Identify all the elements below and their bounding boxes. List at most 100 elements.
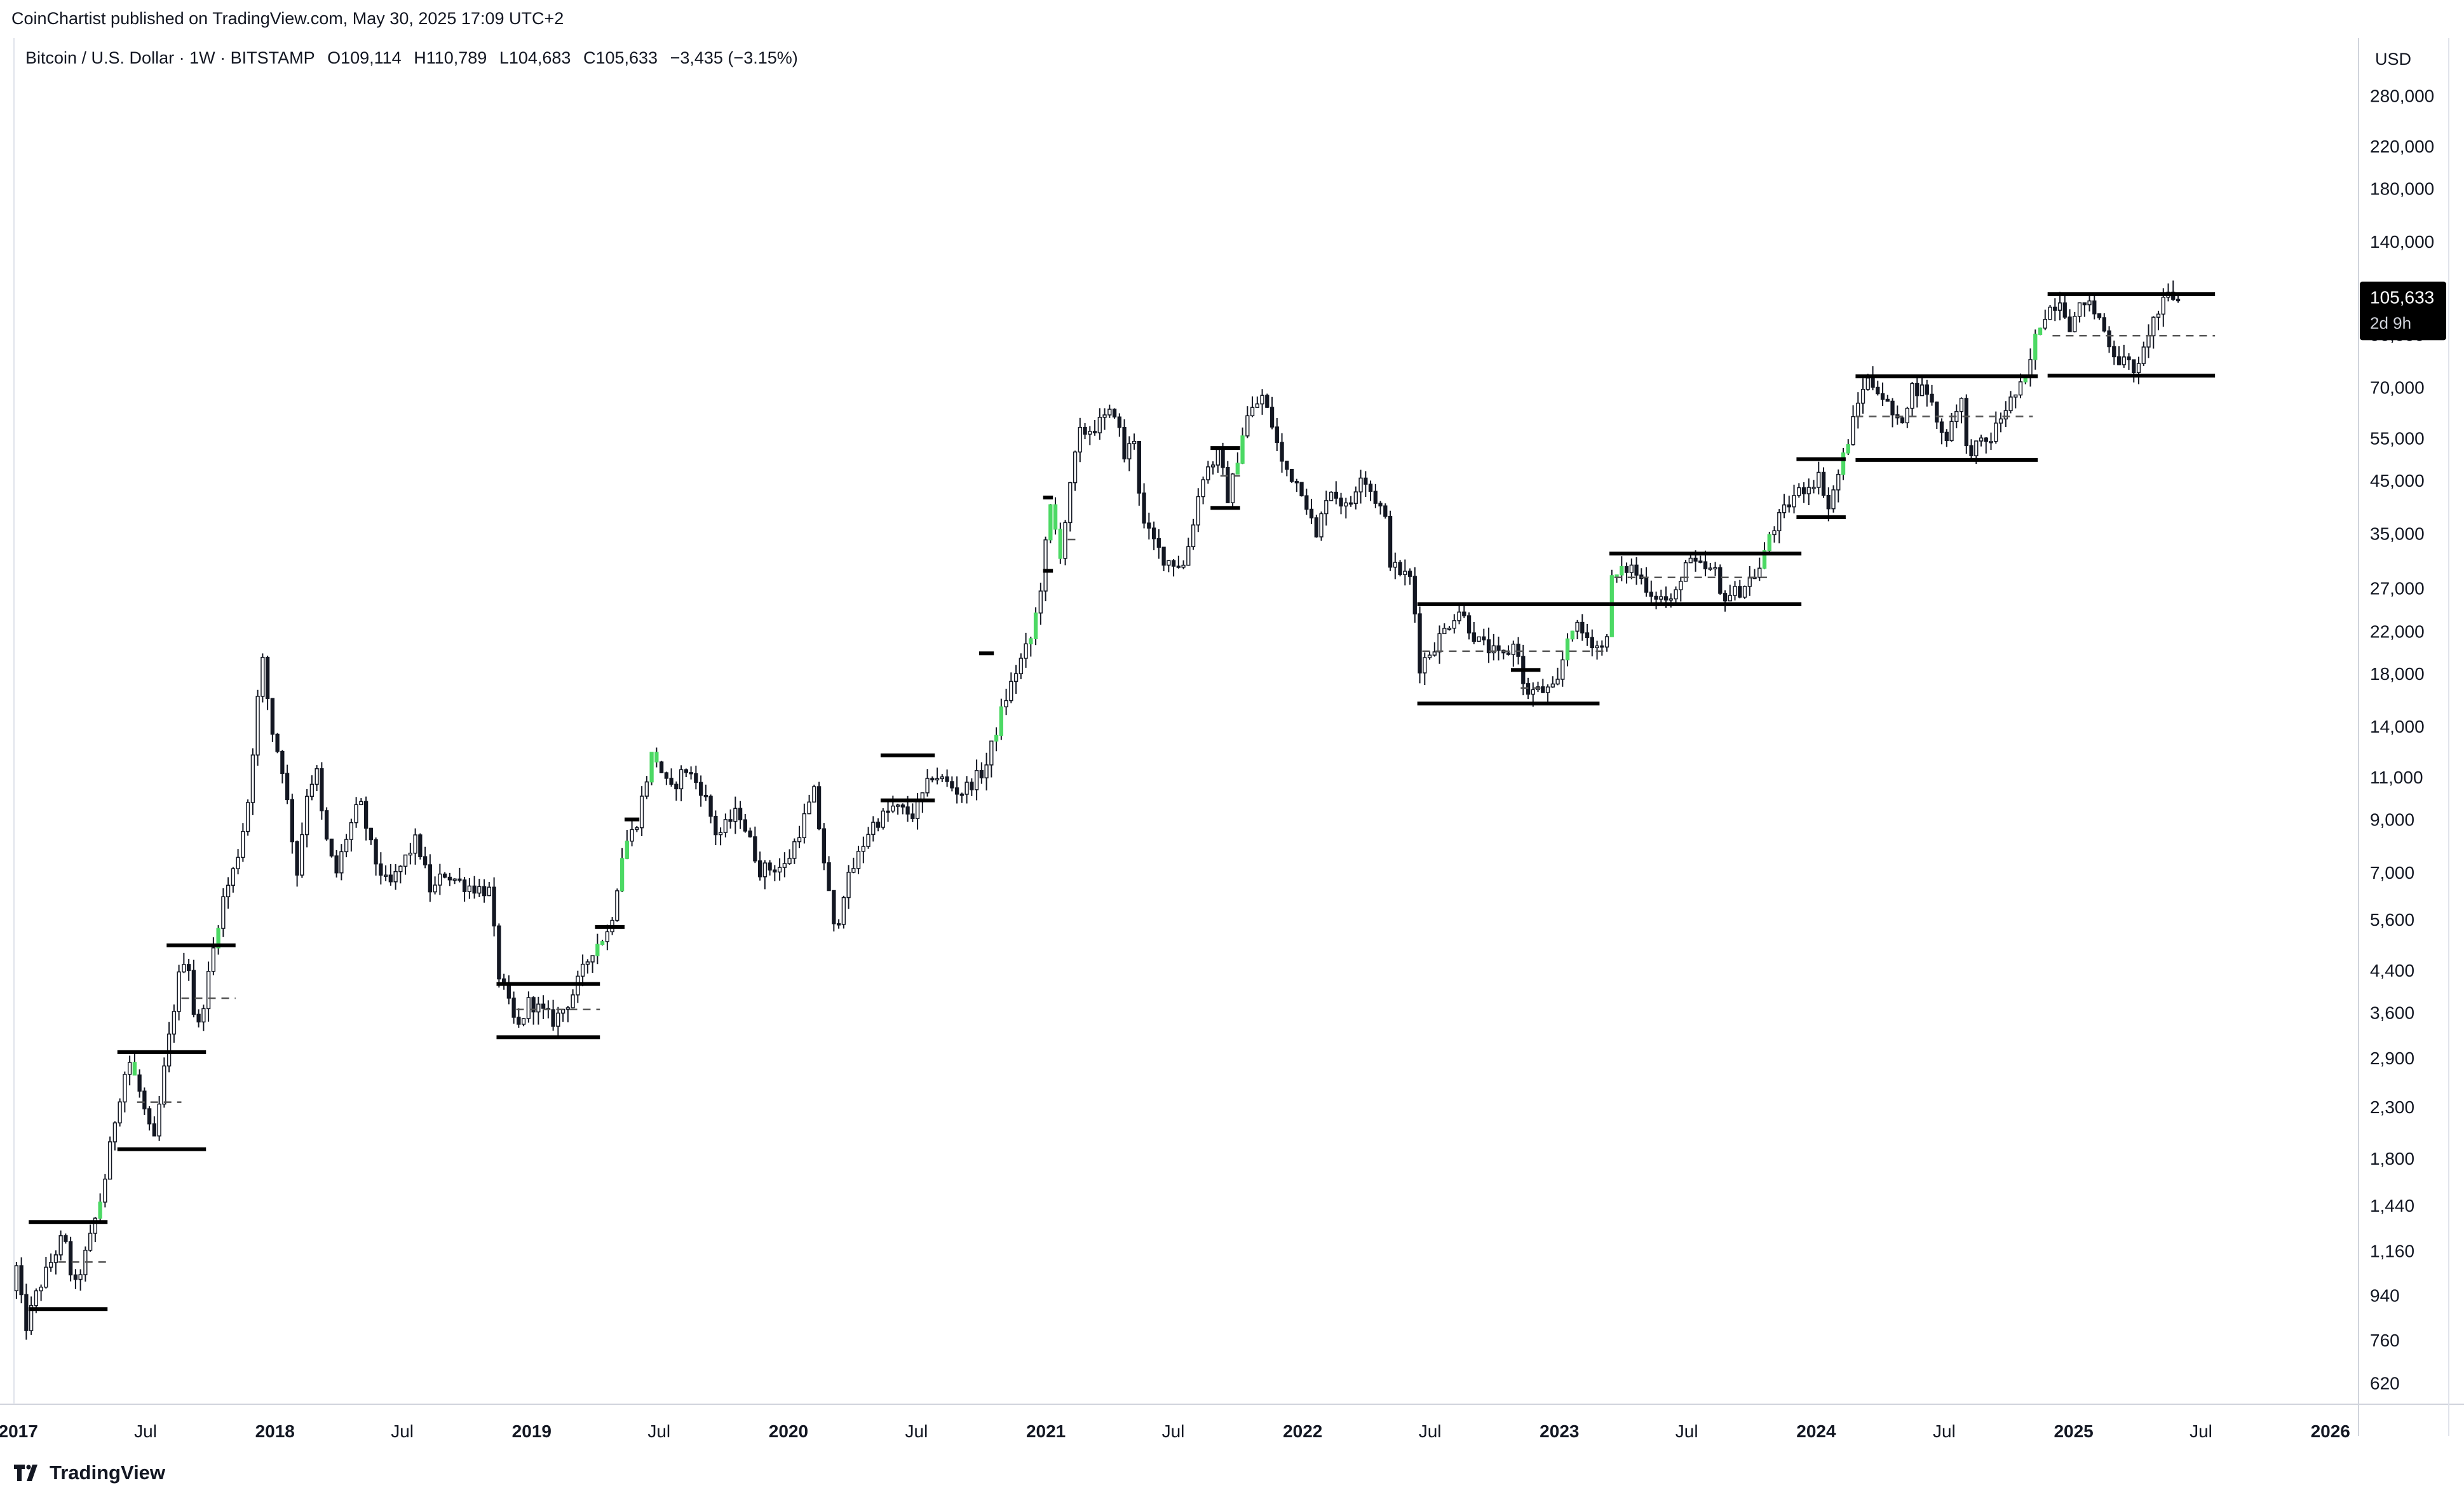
candle xyxy=(88,1233,93,1251)
symbol-legend[interactable]: Bitcoin / U.S. Dollar · 1W · BITSTAMP O1… xyxy=(25,48,806,68)
candle xyxy=(2116,356,2122,365)
candle xyxy=(905,806,910,815)
candle xyxy=(1009,681,1013,701)
candle xyxy=(447,876,452,881)
legend-change: −3,435 (−3.15%) xyxy=(670,48,798,67)
candle xyxy=(2136,363,2141,374)
candle xyxy=(408,852,413,856)
candle xyxy=(265,656,270,700)
bar-countdown: 2d 9h xyxy=(2370,313,2411,332)
candle xyxy=(1275,426,1279,444)
candle xyxy=(24,1294,29,1331)
candle xyxy=(1486,639,1491,654)
candle xyxy=(398,865,403,872)
time-tick-month: Jul xyxy=(905,1421,928,1441)
candle xyxy=(1427,654,1432,658)
candle xyxy=(1442,628,1447,635)
time-tick-year: 2025 xyxy=(2054,1421,2093,1441)
candle xyxy=(1477,636,1481,642)
time-axis[interactable]: 2017 Jul 2018 Jul 2019 Jul 2020 Jul 2021 Jul 2022 J… xyxy=(0,1421,2350,1441)
candle xyxy=(728,819,733,822)
candle xyxy=(315,768,319,785)
candle xyxy=(935,778,940,781)
candle xyxy=(1817,471,1821,488)
candle xyxy=(1674,589,1678,600)
candle xyxy=(1910,383,1914,409)
candle xyxy=(1457,611,1461,621)
candle xyxy=(53,1254,58,1263)
tradingview-logo-icon xyxy=(14,1465,37,1481)
candle xyxy=(1511,644,1515,655)
publish-info: CoinChartist published on TradingView.co… xyxy=(11,9,564,28)
candle xyxy=(1777,511,1782,532)
time-tick-year: 2019 xyxy=(512,1421,552,1441)
price-tick-label: 27,000 xyxy=(2370,578,2425,598)
candle xyxy=(984,764,989,778)
candle xyxy=(659,761,664,773)
candle xyxy=(1339,498,1343,507)
candle xyxy=(1935,402,1939,423)
candle xyxy=(1860,389,1865,404)
currency-label[interactable]: USD xyxy=(2375,50,2412,69)
candle xyxy=(1733,586,1737,596)
candle xyxy=(1324,500,1329,515)
candle xyxy=(2102,317,2106,332)
candle xyxy=(344,839,349,853)
time-tick-year: 2023 xyxy=(1540,1421,1579,1441)
candle xyxy=(2107,330,2111,348)
candle xyxy=(1496,645,1501,651)
candle xyxy=(1230,473,1235,503)
candle xyxy=(1841,452,1846,475)
candle xyxy=(118,1101,122,1123)
candle xyxy=(1663,596,1669,601)
candle xyxy=(2028,359,2033,377)
candle xyxy=(1974,440,1979,456)
symbol-title[interactable]: Bitcoin / U.S. Dollar · 1W · BITSTAMP xyxy=(25,48,315,67)
candle xyxy=(1319,513,1323,538)
candle xyxy=(1792,495,1796,508)
candle xyxy=(644,781,649,797)
candle xyxy=(2033,334,2038,360)
candle xyxy=(1285,461,1289,470)
candle xyxy=(1856,402,1860,417)
candle xyxy=(1516,644,1520,657)
candle xyxy=(743,819,747,832)
candle xyxy=(1033,612,1038,639)
candle xyxy=(172,1011,177,1035)
candle xyxy=(191,970,196,1015)
candle xyxy=(580,963,585,977)
price-axis[interactable]: 280,000220,000180,000140,00090,00070,000… xyxy=(2370,86,2434,1393)
candle xyxy=(556,1012,560,1027)
candle xyxy=(48,1262,53,1268)
candle xyxy=(979,769,984,778)
legend-low: L104,683 xyxy=(499,48,571,67)
candle xyxy=(506,983,511,999)
candle xyxy=(1412,576,1417,614)
candle xyxy=(1423,657,1427,674)
candle xyxy=(718,832,723,836)
candle xyxy=(107,1141,112,1180)
candle xyxy=(635,827,639,830)
candle xyxy=(236,857,240,869)
price-tick-label: 940 xyxy=(2370,1285,2400,1305)
brand-name: TradingView xyxy=(50,1461,166,1484)
candle xyxy=(295,841,299,876)
candle xyxy=(1703,561,1708,569)
candle xyxy=(1925,384,1929,395)
candle xyxy=(1156,538,1161,548)
price-tick-label: 4,400 xyxy=(2370,961,2414,980)
candle xyxy=(2132,359,2136,374)
candle xyxy=(2043,318,2047,329)
candle xyxy=(2176,299,2181,302)
candle xyxy=(1058,529,1062,559)
candle xyxy=(773,869,777,873)
candle xyxy=(625,841,629,859)
brand[interactable]: TradingView xyxy=(14,1461,165,1484)
candle xyxy=(1240,435,1245,464)
candle xyxy=(1580,621,1585,633)
candle xyxy=(2073,316,2077,332)
candle xyxy=(777,867,782,873)
price-tick-label: 45,000 xyxy=(2370,471,2425,491)
time-tick-month: Jul xyxy=(1675,1421,1698,1441)
